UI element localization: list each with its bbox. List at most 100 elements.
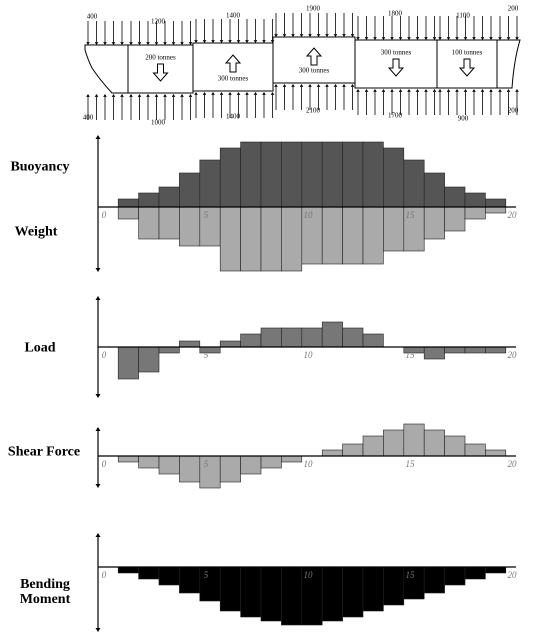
bar [179, 566, 201, 594]
bar [383, 206, 405, 252]
arrow-head [95, 394, 101, 398]
arrow-head [129, 94, 133, 97]
arrow-head [398, 89, 403, 92]
arrow-head [381, 89, 386, 92]
bar [138, 566, 160, 580]
arrow-head [137, 42, 142, 45]
bar [383, 566, 405, 606]
arrow-head [446, 89, 451, 92]
x-tick-label: 5 [204, 459, 209, 469]
buoyancy-value: 1700 [388, 112, 403, 120]
bar [179, 206, 201, 247]
series-label: Weight [14, 224, 58, 240]
arrow-head [390, 89, 394, 92]
bar [260, 455, 282, 469]
weight-value: 1200 [151, 18, 166, 26]
bar [321, 206, 343, 265]
arrow-head [316, 34, 321, 37]
bar [117, 198, 139, 208]
arrow-head [498, 89, 502, 92]
bar [342, 327, 364, 348]
arrow-head [398, 37, 403, 40]
arrow-head [325, 34, 329, 37]
weight-value: 1800 [388, 10, 403, 18]
arrow-head [407, 37, 411, 40]
x-tick-label: 10 [304, 570, 314, 580]
bar [403, 423, 425, 457]
arrow-head [180, 42, 184, 45]
bar [423, 346, 445, 360]
arrow-head [95, 533, 101, 537]
bar [342, 443, 364, 457]
bar [158, 455, 180, 475]
arrow-head [103, 42, 107, 45]
arrow-head [154, 94, 159, 97]
arrow-head [163, 42, 167, 45]
arrow-head [415, 37, 420, 40]
arrow-head [95, 296, 101, 300]
arrow-head [86, 94, 90, 97]
bar [240, 333, 262, 348]
arrow-head [489, 37, 493, 40]
weight-value: 1100 [456, 12, 470, 20]
bar [423, 429, 445, 457]
bar [362, 206, 384, 265]
buoyancy-value: 1000 [151, 119, 166, 127]
arrow-head [95, 427, 101, 431]
arrow-head [308, 84, 312, 87]
arrow-head [236, 40, 241, 43]
bar [403, 159, 425, 208]
buoyancy-value: 400 [83, 114, 94, 122]
arrow-head [211, 40, 215, 43]
bar [199, 159, 221, 208]
bar [138, 346, 160, 373]
bar [342, 141, 364, 208]
bar [321, 566, 343, 622]
bar [281, 206, 303, 272]
arrow-head [463, 89, 468, 92]
arrow-head [480, 89, 485, 92]
bar [301, 327, 323, 348]
arrow-head [390, 37, 394, 40]
bar [219, 566, 241, 612]
arrow-head [356, 89, 360, 92]
bar [138, 206, 160, 240]
arrow-head [194, 92, 198, 95]
section-weight: 200 tonnes [145, 54, 176, 62]
bar [158, 206, 180, 240]
section-weight: 300 tonnes [218, 75, 249, 83]
x-tick-label: 10 [304, 459, 314, 469]
bar [464, 206, 486, 220]
bar [260, 206, 282, 272]
arrow-head [180, 94, 184, 97]
arrow-head [111, 42, 116, 45]
arrow-head [188, 42, 193, 45]
arrow-head [489, 89, 493, 92]
bar [342, 566, 364, 618]
section-weight: 100 tonnes [452, 49, 483, 57]
arrow-head [356, 37, 360, 40]
bar [464, 192, 486, 208]
bar [138, 455, 160, 469]
bar [423, 206, 445, 240]
arrow-head [211, 92, 215, 95]
bar [464, 443, 486, 457]
arrow-head [432, 37, 437, 40]
series-label: Bending Moment [19, 577, 71, 607]
weight-value: 1400 [226, 12, 241, 20]
arrow-head [506, 37, 511, 40]
section-arrow [152, 63, 169, 82]
arrow-head [350, 34, 355, 37]
arrow-head [219, 92, 224, 95]
x-tick-label: 20 [508, 350, 518, 360]
arrow-head [291, 34, 295, 37]
arrow-head [308, 34, 312, 37]
hull-bow [496, 39, 521, 89]
arrow-head [438, 89, 442, 92]
arrow-head [282, 84, 287, 87]
arrow-head [253, 40, 258, 43]
bar [321, 321, 343, 348]
arrow-head [472, 37, 476, 40]
bar [362, 333, 384, 348]
